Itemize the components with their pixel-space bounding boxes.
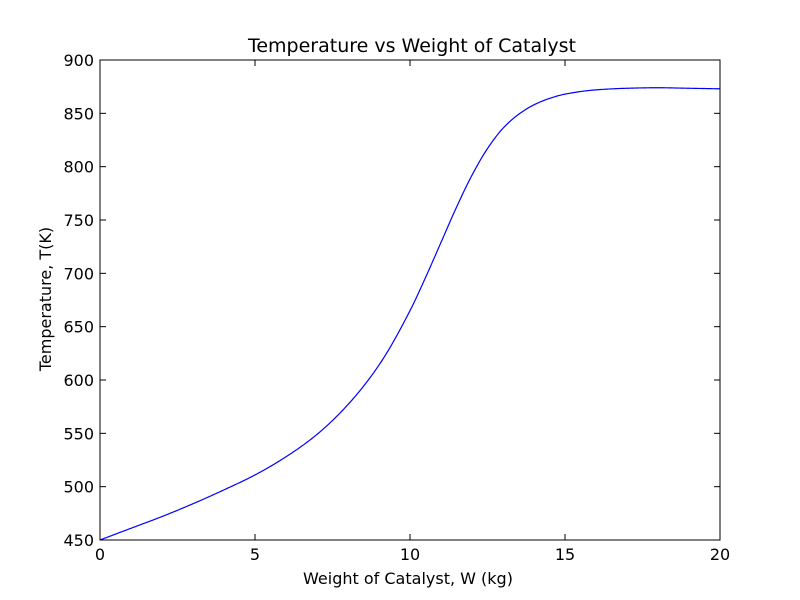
plot-frame [99, 59, 721, 541]
y-axis: 450 500 550 600 650 700 750 800 850 900 [63, 51, 720, 550]
y-tick-label: 450 [63, 531, 94, 550]
y-tick-label: 550 [63, 424, 94, 443]
chart-title: Temperature vs Weight of Catalyst [247, 35, 576, 57]
y-tick-label: 500 [63, 478, 94, 497]
x-axis-label: Weight of Catalyst, W (kg) [303, 569, 513, 588]
y-tick-label: 700 [63, 264, 94, 283]
series-line [99, 87, 721, 541]
y-tick-label: 650 [63, 318, 94, 337]
x-tick-label: 5 [250, 545, 260, 564]
y-tick-label: 900 [63, 51, 94, 70]
x-tick-label: 10 [400, 545, 420, 564]
y-tick-label: 600 [63, 371, 94, 390]
y-axis-label: Temperature, T(K) [36, 227, 55, 372]
y-tick-label: 850 [63, 104, 94, 123]
y-tick-label: 750 [63, 211, 94, 230]
x-tick-label: 20 [710, 545, 730, 564]
plot-area [99, 87, 721, 541]
x-tick-label: 15 [555, 545, 575, 564]
y-tick-label: 800 [63, 158, 94, 177]
x-tick-label: 0 [95, 545, 105, 564]
x-axis: 0 5 10 15 20 [95, 60, 730, 564]
